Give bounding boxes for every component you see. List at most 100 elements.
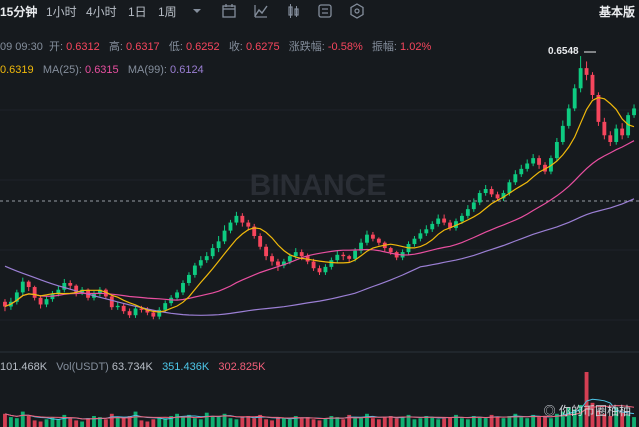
candle-body[interactable] (216, 241, 221, 249)
candle-body[interactable] (578, 68, 583, 89)
candle-body[interactable] (323, 266, 328, 273)
candle-body[interactable] (20, 281, 25, 293)
candle-body[interactable] (543, 164, 547, 172)
candle-body[interactable] (460, 215, 464, 222)
candle-body[interactable] (228, 222, 233, 231)
candle-body[interactable] (74, 285, 79, 293)
candle-body[interactable] (376, 238, 381, 243)
candle-body[interactable] (145, 309, 150, 313)
candle-body[interactable] (501, 193, 506, 199)
candle-body[interactable] (572, 88, 577, 109)
candle-body[interactable] (293, 252, 298, 257)
candle-body[interactable] (311, 261, 316, 269)
candle-body[interactable] (483, 189, 488, 194)
candle-body[interactable] (198, 260, 203, 266)
candle-body[interactable] (525, 163, 530, 169)
candle-body[interactable] (287, 256, 292, 262)
candle-body[interactable] (109, 296, 114, 308)
candle-body[interactable] (537, 158, 542, 165)
candle-body[interactable] (614, 128, 619, 142)
candle-body[interactable] (151, 312, 156, 317)
candle-body[interactable] (97, 289, 102, 294)
candle-body[interactable] (418, 233, 423, 239)
candle-body[interactable] (347, 256, 352, 259)
interval-1d[interactable]: 1日 (128, 5, 147, 19)
candle-body[interactable] (264, 246, 269, 257)
candle-body[interactable] (127, 311, 132, 316)
candle-body[interactable] (3, 301, 7, 307)
candle-style-icon[interactable] (284, 2, 302, 20)
calendar-icon[interactable] (220, 2, 238, 20)
candle-body[interactable] (204, 256, 209, 261)
candle-body[interactable] (276, 261, 280, 266)
candle-body[interactable] (560, 125, 565, 142)
candle-body[interactable] (566, 108, 571, 126)
candle-body[interactable] (252, 226, 257, 236)
candle-body[interactable] (26, 281, 31, 288)
candle-body[interactable] (210, 248, 215, 257)
candle-body[interactable] (388, 248, 393, 253)
candle-body[interactable] (121, 305, 126, 312)
candle-body[interactable] (68, 283, 73, 286)
interval-1w[interactable]: 1周 (158, 5, 177, 19)
candle-body[interactable] (56, 289, 61, 294)
candle-body[interactable] (335, 254, 340, 261)
candle-body[interactable] (353, 250, 358, 259)
interval-1h[interactable]: 1小时 (46, 5, 77, 19)
candle-body[interactable] (454, 221, 458, 228)
candle-body[interactable] (192, 265, 197, 275)
candle-body[interactable] (596, 95, 601, 122)
candle-body[interactable] (554, 142, 559, 159)
candle-body[interactable] (442, 218, 447, 223)
candle-body[interactable] (412, 238, 417, 245)
candle-body[interactable] (590, 74, 595, 95)
candle-body[interactable] (359, 242, 363, 251)
candle-body[interactable] (495, 194, 500, 199)
settings-icon[interactable] (316, 2, 334, 20)
candle-body[interactable] (329, 260, 334, 267)
candle-body[interactable] (163, 303, 168, 310)
indicator-icon[interactable] (252, 2, 270, 20)
candle-body[interactable] (222, 230, 227, 242)
candle-body[interactable] (370, 234, 375, 239)
chevron-down-icon[interactable] (188, 2, 206, 20)
candle-body[interactable] (519, 168, 524, 175)
candle-body[interactable] (513, 174, 518, 183)
candle-body[interactable] (507, 182, 512, 194)
candle-body[interactable] (246, 222, 251, 227)
candle-body[interactable] (187, 274, 191, 283)
candle-body[interactable] (489, 189, 494, 195)
candle-body[interactable] (175, 292, 179, 298)
candle-body[interactable] (584, 68, 589, 75)
candle-body[interactable] (258, 236, 263, 247)
interval-4h[interactable]: 4小时 (86, 5, 117, 19)
candle-body[interactable] (32, 287, 37, 298)
candle-body[interactable] (436, 218, 441, 224)
interval-15m[interactable]: 15分钟 (0, 5, 38, 19)
candle-body[interactable] (632, 108, 636, 116)
candle-body[interactable] (365, 234, 369, 243)
candle-body[interactable] (424, 229, 429, 234)
candle-body[interactable] (38, 297, 43, 305)
candle-body[interactable] (44, 299, 49, 305)
candle-body[interactable] (270, 256, 274, 262)
basic-view-toggle[interactable]: 基本版 (598, 5, 635, 19)
candle-body[interactable] (317, 268, 322, 273)
candle-body[interactable] (465, 209, 470, 216)
candle-body[interactable] (234, 215, 239, 223)
hexagon-icon[interactable] (348, 2, 366, 20)
candle-body[interactable] (299, 252, 304, 257)
candle-body[interactable] (133, 308, 138, 316)
candle-body[interactable] (471, 202, 476, 210)
candle-body[interactable] (139, 308, 144, 310)
candle-body[interactable] (181, 283, 185, 293)
candle-body[interactable] (430, 223, 435, 230)
candle-body[interactable] (62, 283, 67, 290)
candle-body[interactable] (531, 158, 536, 164)
candle-body[interactable] (281, 261, 286, 266)
candle-body[interactable] (448, 222, 452, 228)
candle-body[interactable] (620, 128, 625, 136)
candle-body[interactable] (608, 135, 613, 142)
candle-body[interactable] (240, 215, 245, 223)
